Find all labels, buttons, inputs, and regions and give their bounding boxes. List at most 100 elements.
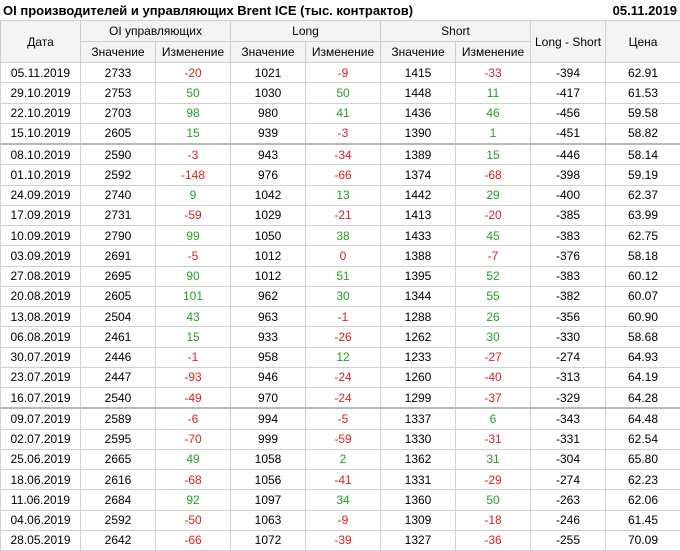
table-cell: 51: [306, 266, 381, 286]
table-cell: 1262: [381, 327, 456, 347]
report-date: 05.11.2019: [613, 3, 677, 18]
table-cell: 30.07.2019: [1, 347, 81, 367]
table-cell: 43: [156, 307, 231, 327]
table-cell: -385: [531, 205, 606, 225]
table-cell: -343: [531, 408, 606, 429]
table-cell: 1097: [231, 490, 306, 510]
table-cell: 62.37: [606, 185, 680, 205]
table-cell: 1413: [381, 205, 456, 225]
table-cell: 1233: [381, 347, 456, 367]
table-cell: 31: [456, 449, 531, 469]
table-cell: 933: [231, 327, 306, 347]
table-cell: 62.75: [606, 226, 680, 246]
table-cell: -9: [306, 510, 381, 530]
table-cell: -274: [531, 470, 606, 490]
subheader-cell: Значение: [381, 42, 456, 63]
table-cell: 17.09.2019: [1, 205, 81, 225]
table-cell: -6: [156, 408, 231, 429]
subheader-cell: Значение: [81, 42, 156, 63]
table-cell: 2616: [81, 470, 156, 490]
table-cell: 1390: [381, 123, 456, 144]
table-cell: -5: [306, 408, 381, 429]
table-cell: -93: [156, 367, 231, 387]
table-cell: 1433: [381, 226, 456, 246]
table-cell: 1021: [231, 63, 306, 83]
table-cell: 15: [456, 144, 531, 165]
header-cell: Дата: [1, 21, 81, 63]
table-cell: 59.58: [606, 103, 680, 123]
table-cell: -20: [156, 63, 231, 83]
table-cell: 2684: [81, 490, 156, 510]
table-cell: 27.08.2019: [1, 266, 81, 286]
table-cell: -29: [456, 470, 531, 490]
table-cell: 2665: [81, 449, 156, 469]
table-cell: 963: [231, 307, 306, 327]
table-cell: 13: [306, 185, 381, 205]
table-cell: 980: [231, 103, 306, 123]
table-cell: 1299: [381, 388, 456, 409]
table-cell: 2605: [81, 123, 156, 144]
table-cell: 2642: [81, 530, 156, 550]
table-cell: 62.54: [606, 429, 680, 449]
table-cell: 18.06.2019: [1, 470, 81, 490]
table-cell: 64.28: [606, 388, 680, 409]
subheader-cell: Изменение: [456, 42, 531, 63]
table-cell: 70.09: [606, 530, 680, 550]
table-cell: -417: [531, 83, 606, 103]
table-cell: 50: [456, 490, 531, 510]
table-cell: 2691: [81, 246, 156, 266]
table-cell: 50: [306, 83, 381, 103]
table-cell: 11: [456, 83, 531, 103]
table-cell: 1415: [381, 63, 456, 83]
table-cell: 1330: [381, 429, 456, 449]
table-cell: 976: [231, 165, 306, 185]
table-cell: -356: [531, 307, 606, 327]
header-cell: Long - Short: [531, 21, 606, 63]
table-cell: 65.80: [606, 449, 680, 469]
table-cell: -383: [531, 226, 606, 246]
table-cell: 1395: [381, 266, 456, 286]
table-cell: -148: [156, 165, 231, 185]
table-cell: -255: [531, 530, 606, 550]
table-cell: -37: [456, 388, 531, 409]
table-cell: 2733: [81, 63, 156, 83]
table-cell: 1436: [381, 103, 456, 123]
table-cell: 2740: [81, 185, 156, 205]
table-cell: 38: [306, 226, 381, 246]
table-cell: 49: [156, 449, 231, 469]
table-cell: 1260: [381, 367, 456, 387]
table-cell: 26: [456, 307, 531, 327]
table-cell: -41: [306, 470, 381, 490]
table-cell: 1374: [381, 165, 456, 185]
table-cell: 1327: [381, 530, 456, 550]
table-cell: 58.14: [606, 144, 680, 165]
table-cell: 90: [156, 266, 231, 286]
table-cell: -26: [306, 327, 381, 347]
table-cell: 2695: [81, 266, 156, 286]
table-cell: 1072: [231, 530, 306, 550]
subheader-cell: Значение: [231, 42, 306, 63]
table-cell: 15: [156, 123, 231, 144]
table-cell: 04.06.2019: [1, 510, 81, 530]
table-cell: -31: [456, 429, 531, 449]
table-cell: 15.10.2019: [1, 123, 81, 144]
table-cell: 63.99: [606, 205, 680, 225]
table-cell: 61.53: [606, 83, 680, 103]
table-cell: 1344: [381, 286, 456, 306]
table-cell: 30: [306, 286, 381, 306]
table-cell: -329: [531, 388, 606, 409]
header-cell: Long: [231, 21, 381, 42]
table-cell: -7: [456, 246, 531, 266]
